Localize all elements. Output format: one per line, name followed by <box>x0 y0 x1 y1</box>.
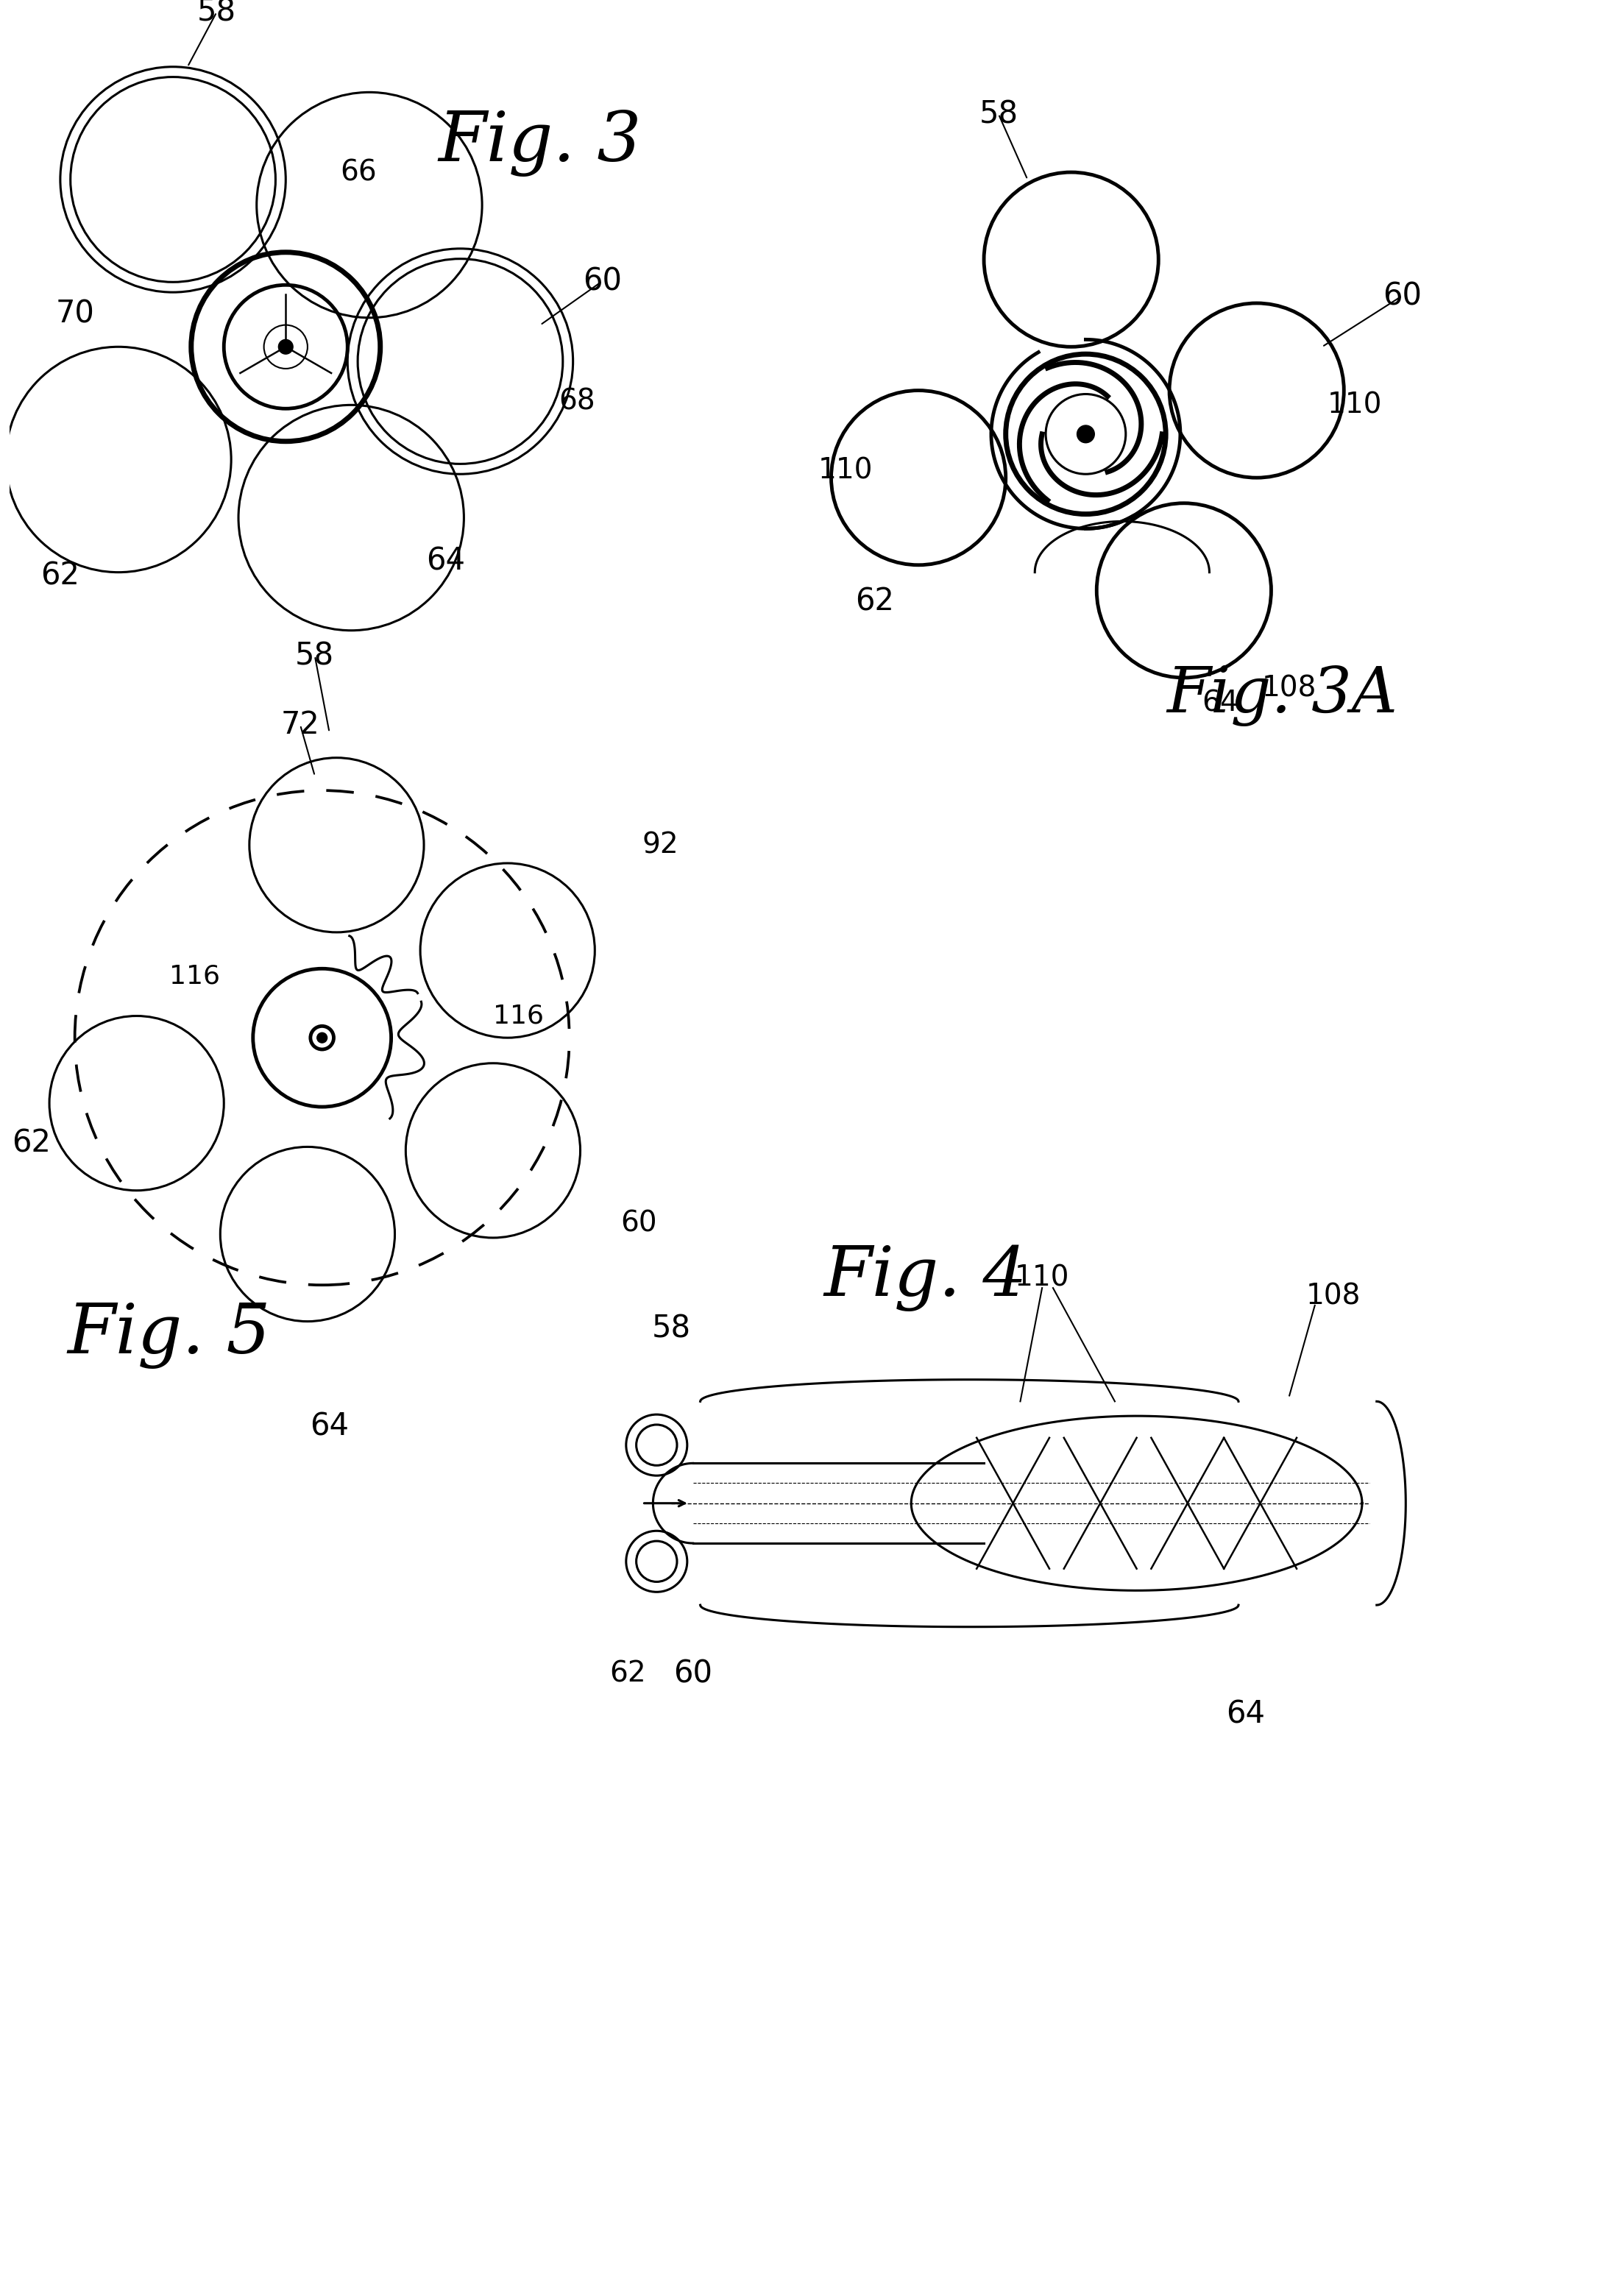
Text: 92: 92 <box>642 831 679 859</box>
Text: Fig. 3: Fig. 3 <box>439 110 642 177</box>
Text: 58: 58 <box>295 641 335 670</box>
Text: 68: 68 <box>559 388 594 416</box>
Text: Fig. 4: Fig. 4 <box>823 1244 1027 1311</box>
Text: 108: 108 <box>1306 1281 1360 1311</box>
Text: Fig. 3A: Fig. 3A <box>1166 666 1397 726</box>
Text: 58: 58 <box>197 0 235 28</box>
Text: 116: 116 <box>493 1003 543 1029</box>
Text: 116: 116 <box>170 964 219 990</box>
Text: 62: 62 <box>609 1660 646 1688</box>
Text: 62: 62 <box>855 585 894 618</box>
Text: 66: 66 <box>340 158 376 186</box>
Text: 60: 60 <box>1383 280 1421 312</box>
Text: 64: 64 <box>1202 689 1238 716</box>
Text: 64: 64 <box>309 1412 349 1442</box>
Text: 64: 64 <box>1226 1699 1266 1729</box>
Text: 58: 58 <box>979 99 1017 129</box>
Text: 60: 60 <box>673 1658 713 1690</box>
Circle shape <box>317 1033 327 1042</box>
Text: Fig. 5: Fig. 5 <box>67 1302 271 1368</box>
Text: 110: 110 <box>819 457 873 484</box>
Text: 58: 58 <box>652 1313 690 1343</box>
Text: 70: 70 <box>56 298 95 331</box>
Text: 110: 110 <box>1328 390 1383 418</box>
Text: 108: 108 <box>1262 675 1317 703</box>
Text: 62: 62 <box>11 1127 51 1159</box>
Circle shape <box>1077 425 1094 443</box>
Text: 60: 60 <box>620 1210 657 1238</box>
Text: 64: 64 <box>426 546 465 576</box>
Text: 60: 60 <box>583 266 622 296</box>
Text: 62: 62 <box>40 560 80 592</box>
Text: 72: 72 <box>280 709 320 742</box>
Circle shape <box>279 340 293 354</box>
Text: 110: 110 <box>1014 1263 1070 1293</box>
